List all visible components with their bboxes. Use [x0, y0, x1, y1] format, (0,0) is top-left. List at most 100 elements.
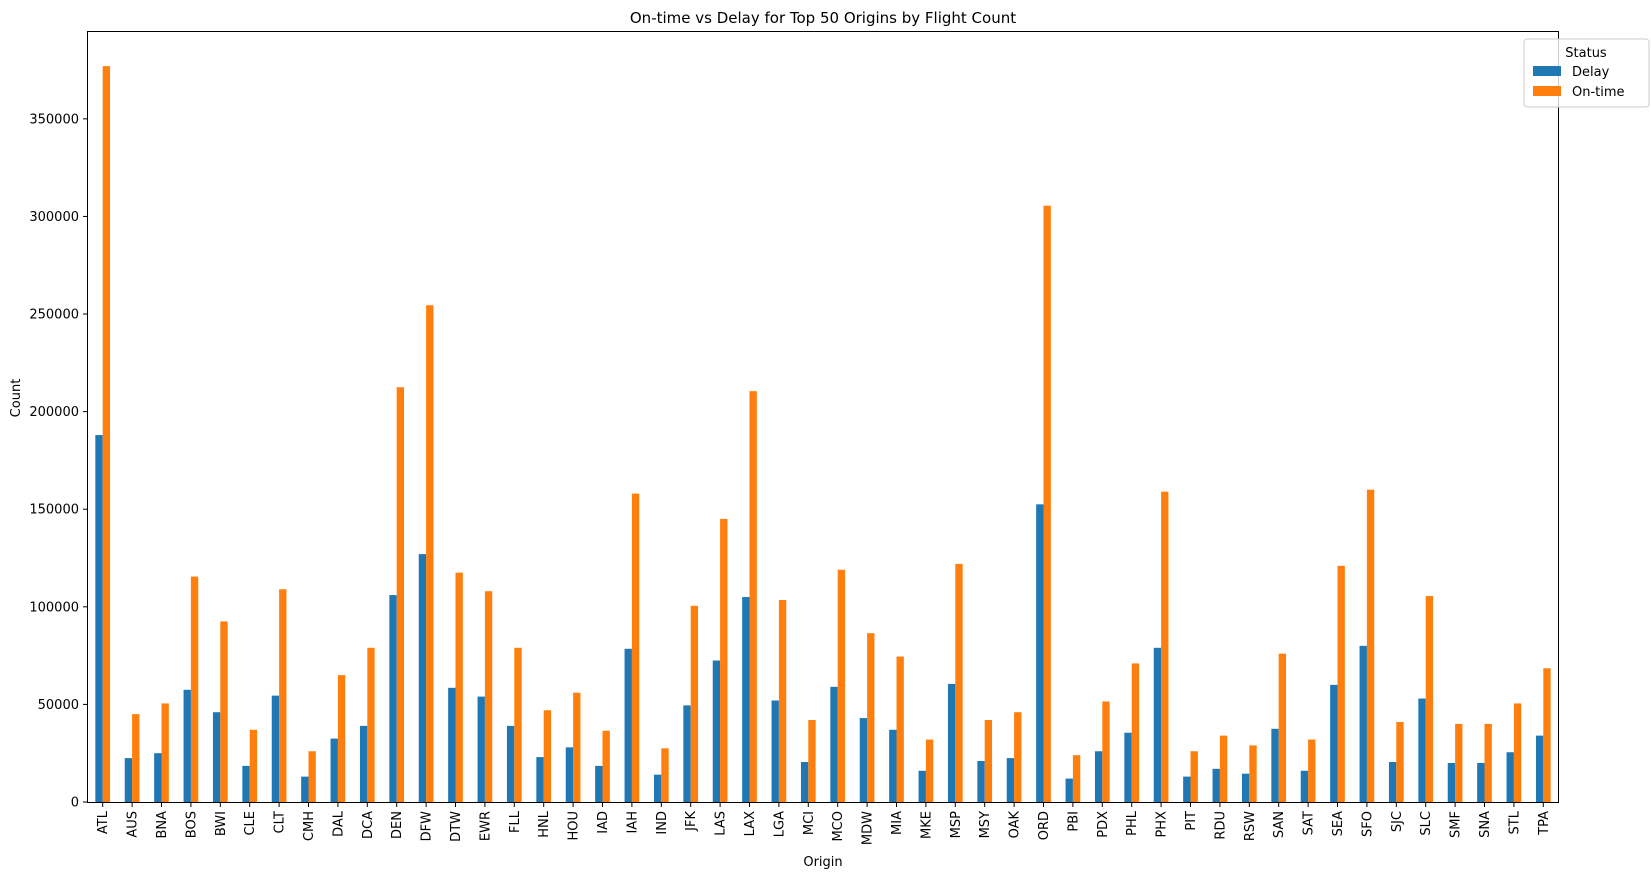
bar-on-time-las — [720, 518, 728, 802]
x-tick-label-jfk: JFK — [684, 811, 699, 832]
bar-on-time-msy — [984, 720, 993, 802]
x-tick-label-atl: ATL — [96, 810, 111, 834]
bar-on-time-bwi — [220, 621, 228, 802]
x-tick-label-bos: BOS — [184, 811, 199, 838]
bar-delay-mia — [889, 729, 897, 802]
bar-on-time-mco — [837, 569, 846, 802]
x-tick-label-dal: DAL — [331, 810, 346, 837]
bar-delay-las — [712, 660, 721, 802]
legend: Status Delay On-time — [1523, 38, 1650, 108]
bar-delay-fll — [506, 725, 515, 802]
bar-delay-bos — [183, 689, 191, 802]
x-tick-label-sat: SAT — [1302, 811, 1317, 835]
bar-on-time-phx — [1161, 491, 1169, 802]
legend-swatch-delay — [1533, 66, 1561, 76]
bar-on-time-pit — [1190, 751, 1198, 802]
bar-delay-sat — [1300, 770, 1309, 802]
bar-delay-sea — [1330, 684, 1338, 802]
y-axis-label: Count — [9, 379, 24, 418]
x-tick-label-rdu: RDU — [1213, 811, 1228, 840]
x-tick-label-msp: MSP — [949, 811, 964, 838]
bar-on-time-mia — [896, 656, 904, 802]
bar-delay-lga — [771, 700, 779, 802]
bar-delay-mco — [830, 686, 838, 802]
bar-on-time-bna — [161, 703, 169, 802]
y-axis-ticks: 0 50000 100000 150000 200000 250000 300000 3500… — [29, 112, 88, 811]
x-tick-label-slc: SLC — [1419, 811, 1434, 836]
legend-label-on-time: On-time — [1572, 85, 1625, 100]
bar-on-time-dfw — [426, 305, 434, 802]
bar-on-time-hnl — [543, 710, 552, 802]
bar-delay-pdx — [1094, 751, 1103, 802]
x-tick-label-dfw: DFW — [420, 811, 435, 841]
x-tick-label-lga: LGA — [772, 811, 787, 837]
x-tick-label-fll: FLL — [508, 810, 523, 833]
bar-delay-cmh — [301, 776, 309, 802]
bar-on-time-rsw — [1249, 745, 1257, 802]
x-tick-label-bwi: BWI — [214, 811, 229, 836]
y-tick-label: 100000 — [29, 600, 79, 615]
x-tick-label-cmh: CMH — [302, 811, 317, 841]
x-tick-label-aus: AUS — [126, 811, 141, 838]
x-tick-label-hou: HOU — [567, 811, 582, 841]
x-tick-label-pdx: PDX — [1096, 811, 1111, 838]
bar-on-time-bos — [190, 576, 199, 802]
bar-delay-slc — [1418, 698, 1426, 802]
x-tick-label-msy: MSY — [978, 811, 993, 838]
x-tick-label-sfo: SFO — [1360, 811, 1375, 837]
bar-on-time-mke — [925, 739, 934, 802]
bar-on-time-pbi — [1072, 755, 1081, 802]
bar-on-time-cle — [249, 729, 258, 802]
x-tick-label-stl: STL — [1507, 810, 1522, 834]
bar-on-time-iah — [631, 493, 640, 802]
x-tick-label-sjc: SJC — [1390, 811, 1405, 832]
bar-delay-iad — [595, 765, 603, 802]
bar-delay-ord — [1036, 504, 1044, 802]
x-tick-label-las: LAS — [714, 811, 729, 836]
bar-delay-jfk — [683, 705, 691, 802]
x-tick-label-clt: CLT — [273, 811, 288, 834]
bar-on-time-fll — [514, 647, 522, 802]
bar-delay-phx — [1153, 647, 1162, 802]
x-tick-label-mke: MKE — [919, 811, 934, 839]
bar-on-time-dtw — [455, 572, 463, 802]
y-tick-label: 250000 — [29, 308, 79, 323]
bar-on-time-oak — [1014, 712, 1022, 802]
bar-delay-smf — [1447, 762, 1456, 802]
x-tick-label-sna: SNA — [1478, 811, 1493, 838]
bar-on-time-san — [1278, 653, 1287, 802]
x-tick-label-cle: CLE — [243, 811, 258, 836]
bar-delay-bwi — [212, 712, 221, 802]
bar-on-time-aus — [132, 714, 140, 802]
bar-delay-dfw — [418, 554, 427, 802]
x-tick-label-san: SAN — [1272, 811, 1287, 838]
bar-delay-rsw — [1241, 773, 1250, 802]
x-tick-label-mco: MCO — [831, 811, 846, 842]
bar-on-time-rdu — [1219, 735, 1228, 802]
bar-on-time-lga — [778, 599, 787, 802]
x-tick-label-mia: MIA — [890, 811, 905, 835]
x-tick-label-dtw: DTW — [449, 811, 464, 842]
x-tick-label-ewr: EWR — [478, 811, 493, 841]
bar-delay-hnl — [536, 757, 544, 802]
y-tick-label: 0 — [71, 796, 79, 811]
x-tick-label-ord: ORD — [1037, 811, 1052, 840]
bar-on-time-ewr — [484, 591, 493, 802]
x-tick-label-smf: SMF — [1449, 811, 1464, 838]
bar-delay-clt — [271, 695, 280, 802]
x-tick-label-bna: BNA — [155, 811, 170, 839]
bar-delay-mke — [918, 770, 926, 802]
bar-on-time-pdx — [1102, 701, 1110, 802]
x-tick-label-pbi: PBI — [1066, 811, 1081, 832]
y-tick-label: 150000 — [29, 503, 79, 518]
bar-delay-mci — [800, 761, 809, 802]
bar-on-time-sfo — [1366, 489, 1375, 802]
bar-on-time-dal — [337, 675, 346, 802]
bar-delay-stl — [1506, 752, 1514, 802]
legend-swatch-on-time — [1533, 86, 1561, 96]
bar-on-time-sat — [1308, 739, 1316, 802]
bar-delay-atl — [95, 435, 103, 802]
x-tick-label-rsw: RSW — [1243, 811, 1258, 841]
